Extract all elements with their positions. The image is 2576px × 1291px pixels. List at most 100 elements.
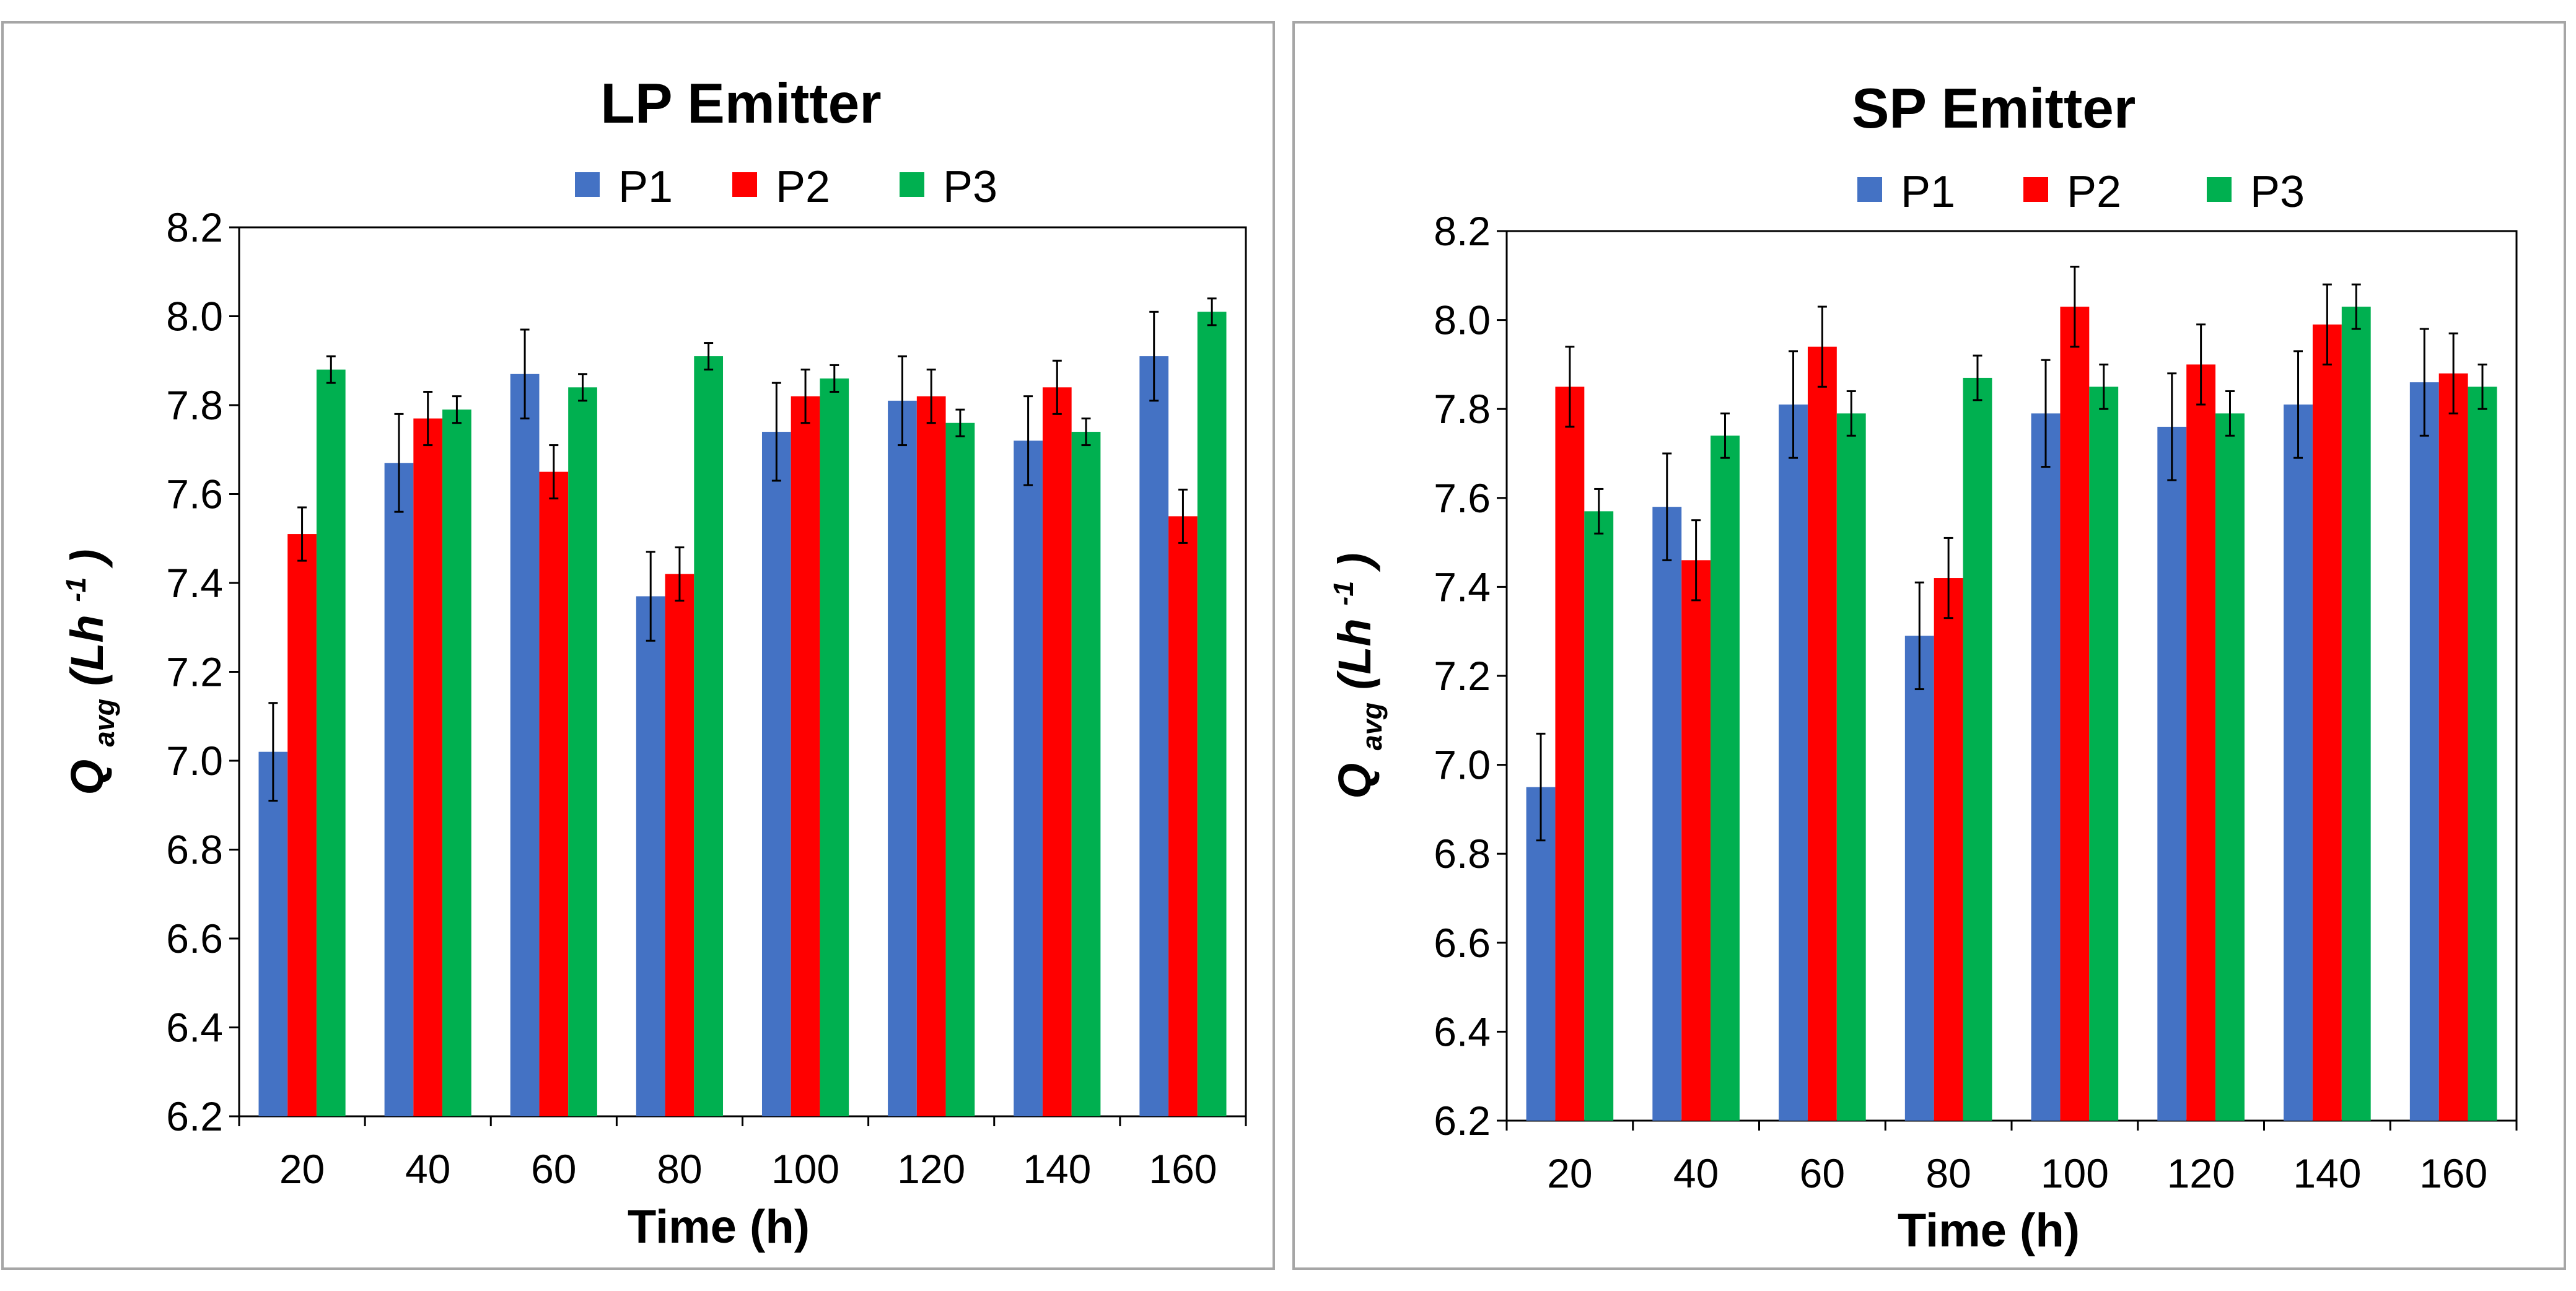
- lp-error-bars: [268, 297, 1217, 802]
- sp-x-tick-label: 100: [2041, 1150, 2109, 1196]
- lp-bar-p2: [916, 396, 946, 1116]
- lp-legend-swatch-p3: [900, 172, 924, 197]
- lp-bar-p2: [665, 574, 694, 1116]
- sp-y-tick-label: 7.8: [1434, 386, 1491, 432]
- sp-bar-p2: [2312, 324, 2342, 1121]
- lp-x-tick-label: 140: [1023, 1146, 1091, 1192]
- sp-y-tick-label: 7.4: [1434, 564, 1491, 610]
- lp-x-tick-label: 160: [1149, 1146, 1217, 1192]
- lp-y-tick-label: 7.2: [166, 649, 223, 695]
- sp-y-tick-label: 6.4: [1434, 1009, 1491, 1054]
- sp-y-tick-label: 7.2: [1434, 653, 1491, 699]
- lp-x-tick-label: 40: [405, 1146, 450, 1192]
- lp-y-axis-label: Q avg (Lh -1 ): [44, 549, 124, 795]
- lp-bar-p1: [1139, 356, 1169, 1117]
- sp-bar-p3: [2341, 307, 2371, 1121]
- lp-bars: [258, 312, 1227, 1117]
- sp-y-tick-label: 8.0: [1434, 297, 1491, 343]
- lp-bar-p3: [820, 378, 849, 1117]
- lp-y-tick-label: 8.2: [166, 204, 223, 250]
- lp-bar-p1: [636, 596, 665, 1116]
- sp-bar-p3: [2089, 387, 2119, 1121]
- sp-y-tick-label: 6.8: [1434, 831, 1491, 877]
- lp-y-tick-label: 7.4: [166, 560, 223, 606]
- lp-y-tick-label: 7.8: [166, 382, 223, 428]
- lp-y-label-subscript: avg: [89, 699, 120, 747]
- lp-x-tick-label: 100: [771, 1146, 839, 1192]
- lp-y-tick-label: 6.2: [166, 1093, 223, 1139]
- sp-y-ticks: 6.2 6.4 6.6 6.8 7.0 7.2 7.4 7.6 7.8 8.0 8.2: [1434, 208, 1507, 1144]
- sp-chart-title: SP Emitter: [1852, 77, 2136, 140]
- sp-x-tick-label: 20: [1547, 1150, 1592, 1196]
- lp-x-tick-label: 80: [657, 1146, 702, 1192]
- lp-y-tick-label: 7.0: [166, 738, 223, 784]
- sp-y-label-superscript: -1: [1328, 581, 1359, 606]
- lp-bar-p2: [287, 534, 317, 1116]
- lp-y-tick-label: 6.8: [166, 827, 223, 873]
- sp-x-axis-label: Time (h): [1898, 1204, 2080, 1257]
- sp-bar-p1: [1904, 636, 1934, 1121]
- lp-legend-label-p3: P3: [943, 162, 997, 212]
- lp-bar-p2: [1168, 516, 1198, 1116]
- lp-y-tick-label: 7.6: [166, 471, 223, 517]
- sp-bar-p1: [1652, 507, 1682, 1121]
- sp-y-tick-label: 8.2: [1434, 208, 1491, 254]
- sp-bar-p2: [2060, 307, 2090, 1121]
- lp-bar-p1: [258, 751, 288, 1116]
- sp-legend-label-p3: P3: [2250, 167, 2305, 217]
- sp-bar-p3: [1711, 435, 1740, 1121]
- lp-bar-p1: [384, 463, 414, 1116]
- sp-x-tick-label: 120: [2167, 1150, 2235, 1196]
- sp-bar-p1: [2284, 405, 2313, 1121]
- sp-y-tick-label: 7.6: [1434, 475, 1491, 521]
- lp-emitter-panel: LP Emitter P1 P2 P3 6.2 6.4 6.6 6.8 7.0 7.2 7.…: [1, 21, 1275, 1270]
- sp-bar-p1: [1779, 405, 1808, 1121]
- sp-bar-p3: [1836, 413, 1866, 1121]
- sp-bar-p1: [2031, 413, 2061, 1121]
- sp-emitter-panel: SP Emitter P1 P2 P3 6.2 6.4 6.6 6.8 7.0 7.2 7.…: [1292, 21, 2566, 1270]
- sp-y-tick-label: 7.0: [1434, 742, 1491, 788]
- lp-legend-label-p2: P2: [776, 162, 830, 212]
- lp-bar-p2: [539, 471, 569, 1116]
- lp-chart-title: LP Emitter: [600, 72, 881, 135]
- lp-x-tick-label: 60: [531, 1146, 576, 1192]
- lp-bar-p3: [568, 387, 597, 1116]
- sp-y-axis-label: Q avg (Lh -1 ): [1312, 553, 1391, 799]
- sp-x-tick-label: 80: [1925, 1150, 1971, 1196]
- sp-bar-p2: [1934, 578, 1963, 1121]
- lp-legend-label-p1: P1: [618, 162, 673, 212]
- sp-x-tick-label: 140: [2293, 1150, 2361, 1196]
- sp-bar-p3: [1963, 377, 1992, 1121]
- sp-bar-p1: [2157, 426, 2187, 1121]
- lp-bar-p3: [316, 369, 346, 1116]
- sp-y-label-main: Q: [1329, 763, 1380, 799]
- lp-y-label-main: Q: [61, 759, 113, 795]
- lp-bar-p1: [510, 374, 540, 1116]
- sp-bar-p2: [1807, 346, 1837, 1121]
- sp-legend: P1 P2 P3: [1857, 167, 2305, 217]
- sp-bar-p1: [1526, 787, 1556, 1121]
- lp-x-axis-label: Time (h): [628, 1201, 810, 1253]
- sp-bars: [1526, 307, 2497, 1121]
- lp-bar-p1: [761, 432, 791, 1116]
- sp-bar-p3: [1584, 511, 1614, 1121]
- lp-y-label-superscript: -1: [60, 577, 92, 602]
- lp-bar-p1: [1014, 440, 1043, 1116]
- lp-y-ticks: 6.2 6.4 6.6 6.8 7.0 7.2 7.4 7.6 7.8 8.0 8.2: [166, 204, 239, 1139]
- sp-legend-swatch-p2: [2023, 177, 2048, 202]
- lp-y-tick-label: 6.6: [166, 916, 223, 961]
- lp-bar-p3: [442, 409, 471, 1116]
- lp-legend-swatch-p2: [732, 172, 757, 197]
- sp-bar-p2: [1555, 387, 1585, 1121]
- sp-bar-p3: [2468, 387, 2497, 1121]
- sp-bar-p2: [2438, 373, 2468, 1121]
- lp-bar-p3: [1197, 312, 1227, 1117]
- lp-x-ticks: 20 40 60 80 100 120 140 160: [238, 1116, 1247, 1192]
- sp-y-label-subscript: avg: [1356, 702, 1388, 751]
- sp-legend-swatch-p3: [2207, 177, 2232, 202]
- sp-y-tick-label: 6.6: [1434, 920, 1491, 966]
- lp-legend-swatch-p1: [575, 172, 600, 197]
- sp-y-tick-label: 6.2: [1434, 1098, 1491, 1144]
- lp-y-label-unit-open: (Lh: [61, 615, 113, 686]
- lp-y-tick-label: 6.4: [166, 1005, 223, 1051]
